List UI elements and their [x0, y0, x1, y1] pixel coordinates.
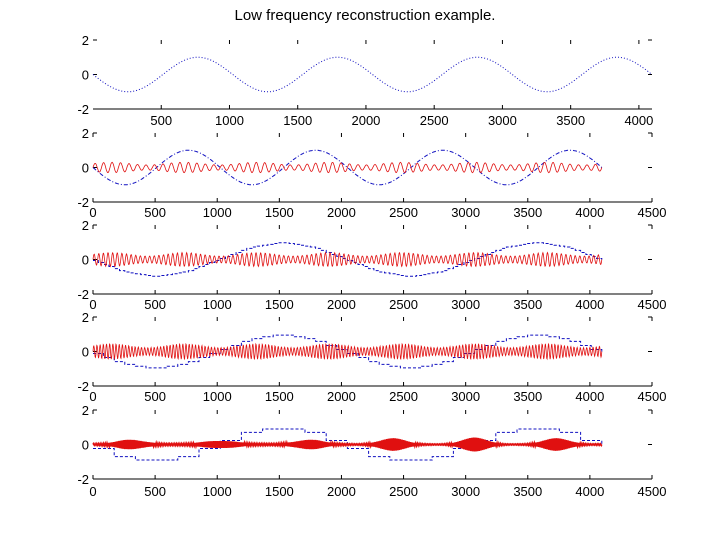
panel-4-xtick-label: 4500	[638, 389, 667, 404]
panel-2-xtick-label: 4500	[638, 205, 667, 220]
panel-4-xtick-label: 1000	[203, 389, 232, 404]
panel-2-series-original	[92, 149, 603, 186]
panel-5-series-original	[93, 428, 603, 461]
panel-3-xtick-label: 4500	[638, 297, 667, 312]
panel-1-ytick-label: 0	[82, 68, 89, 83]
panel-3-xtick-label: 3500	[513, 297, 542, 312]
panel-4-xtick-label: 2500	[389, 389, 418, 404]
panel-5-xtick-label: 3000	[451, 484, 480, 499]
panel-3-xtick-label: 4000	[575, 297, 604, 312]
panel-1-xtick-label: 1500	[283, 113, 312, 128]
panel-4-xtick-label: 500	[144, 389, 166, 404]
panel-4-xtick-label: 3000	[451, 389, 480, 404]
panel-4-xtick-label: 1500	[265, 389, 294, 404]
panel-5-ytick-label: 2	[82, 403, 89, 418]
panel-3-xtick-label: 500	[144, 297, 166, 312]
panel-2-xtick-label: 3000	[451, 205, 480, 220]
panel-2-xtick-label: 3500	[513, 205, 542, 220]
panel-4-series-original	[93, 334, 603, 369]
panel-1-xtick-label: 2500	[420, 113, 449, 128]
panel-5-xtick-label: 1500	[265, 484, 294, 499]
panel-4-series-residual	[92, 342, 603, 361]
panel-2-xtick-label: 500	[144, 205, 166, 220]
panel-5-xtick-label: 2000	[327, 484, 356, 499]
panel-3-xtick-label: 1000	[203, 297, 232, 312]
panel-4-xtick-label: 4000	[575, 389, 604, 404]
panel-3-xtick-label: 0	[89, 297, 96, 312]
panel-1-xtick-label: 3500	[556, 113, 585, 128]
panel-5-series-residual	[92, 437, 603, 452]
panel-5-xtick-label: 1000	[203, 484, 232, 499]
panel-3-xtick-label: 2000	[327, 297, 356, 312]
panel-5-xtick-label: 0	[89, 484, 96, 499]
panel-1-ytick-label: -2	[77, 102, 89, 117]
panel-1-xtick-label: 1000	[215, 113, 244, 128]
panel-2-xtick-label: 2000	[327, 205, 356, 220]
panel-2-xtick-label: 4000	[575, 205, 604, 220]
panel-1-xtick-label: 3000	[488, 113, 517, 128]
panel-5-ytick-label: 0	[82, 438, 89, 453]
panel-5-xtick-label: 4500	[638, 484, 667, 499]
panel-2-ytick-label: 0	[82, 161, 89, 176]
panel-1-xtick-label: 2000	[351, 113, 380, 128]
panel-4-xtick-label: 3500	[513, 389, 542, 404]
panel-4-ytick-label: 0	[82, 345, 89, 360]
panel-2-xtick-label: 1000	[203, 205, 232, 220]
panel-5-xtick-label: 3500	[513, 484, 542, 499]
panel-1-series-original	[92, 56, 653, 93]
panel-3-xtick-label: 2500	[389, 297, 418, 312]
panel-2-xtick-label: 1500	[265, 205, 294, 220]
panel-5-xtick-label: 2500	[389, 484, 418, 499]
panel-3-ytick-label: 0	[82, 253, 89, 268]
panel-5-xtick-label: 4000	[575, 484, 604, 499]
panel-1-xtick-label: 4000	[624, 113, 653, 128]
panel-3-series-residual	[92, 251, 603, 268]
panel-3-ytick-label: -2	[77, 287, 89, 302]
panel-5-ytick-label: -2	[77, 472, 89, 487]
panel-2-ytick-label: -2	[77, 195, 89, 210]
panel-4-xtick-label: 2000	[327, 389, 356, 404]
panel-3-xtick-label: 3000	[451, 297, 480, 312]
panel-4-ytick-label: 2	[82, 310, 89, 325]
panel-2-series-residual	[92, 161, 603, 174]
panel-3-xtick-label: 1500	[265, 297, 294, 312]
panel-3-ytick-label: 2	[82, 218, 89, 233]
panel-2-xtick-label: 2500	[389, 205, 418, 220]
panel-2-xtick-label: 0	[89, 205, 96, 220]
panel-2-ytick-label: 2	[82, 126, 89, 141]
figure-title: Low frequency reconstruction example.	[234, 7, 496, 24]
panel-1-xtick-label: 500	[150, 113, 172, 128]
panel-4-ytick-label: -2	[77, 379, 89, 394]
panel-4-xtick-label: 0	[89, 389, 96, 404]
panel-1-ytick-label: 2	[82, 33, 89, 48]
panel-5-xtick-label: 500	[144, 484, 166, 499]
